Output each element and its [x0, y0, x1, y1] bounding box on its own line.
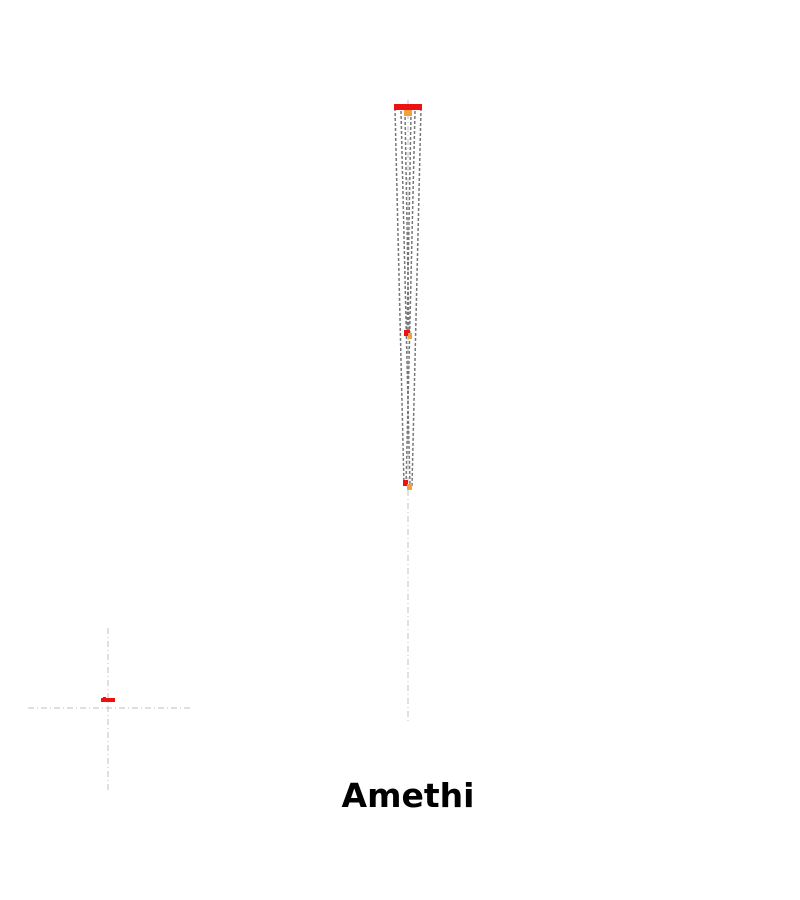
- top-marker-group: [394, 104, 422, 116]
- middle-marker-left: [404, 330, 410, 336]
- crosshair-marker: [101, 698, 115, 702]
- taper-line-inner-left: [400, 110, 411, 487]
- bottom-marker-right: [407, 484, 412, 490]
- crosshair-marker-small: [103, 697, 106, 699]
- middle-marker-group: [404, 330, 412, 339]
- taper-line-outer-left: [394, 107, 405, 487]
- top-cap-accent: [404, 110, 412, 116]
- taper-line-outer-right: [411, 107, 422, 487]
- taper-line-inner-right: [405, 110, 416, 487]
- middle-marker-right: [408, 333, 412, 339]
- bottom-marker-group: [403, 480, 412, 490]
- inset-crosshair: [28, 628, 190, 790]
- diagram-caption: Amethi: [341, 776, 475, 815]
- bottom-marker-left: [403, 480, 408, 486]
- taper-column: [394, 107, 422, 487]
- top-cap-marker: [394, 104, 422, 110]
- taper-line-center-b: [406, 111, 412, 336]
